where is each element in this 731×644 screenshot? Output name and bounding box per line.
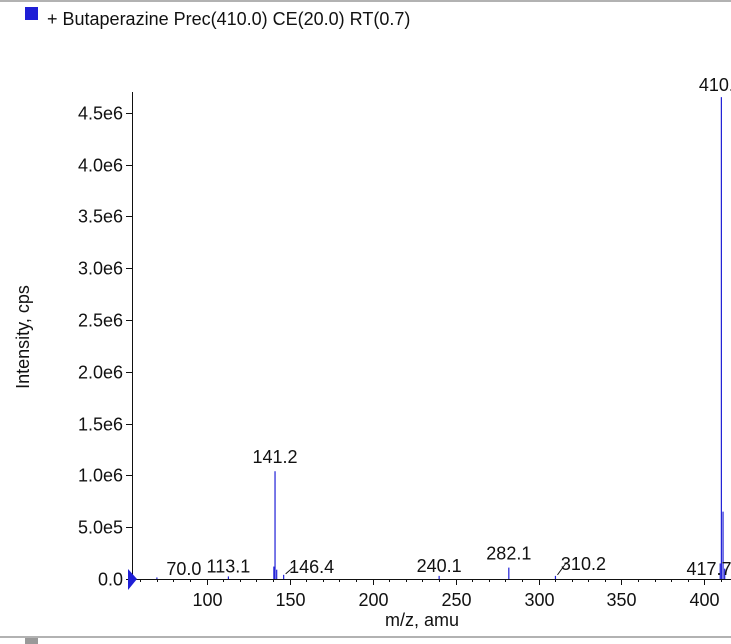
x-tick-label: 250 (441, 590, 471, 610)
plot-area: 0.0 5.0e5 1.0e6 1.5e6 2.0e6 2.5e6 3.0e6 3.5e6 4.… (78, 104, 722, 610)
chart-title: + Butaperazine Prec(410.0) CE(20.0) RT(0… (47, 9, 410, 29)
y-tick-label: 2.5e6 (78, 311, 123, 331)
bottom-legend-marker[interactable] (25, 638, 38, 644)
y-tick-label: 1.0e6 (78, 466, 123, 486)
peak-label: 417.7 (686, 559, 731, 579)
x-axis-label: m/z, amu (385, 610, 459, 630)
peak-label: 240.1 (417, 556, 462, 576)
peak-label: 410.2 (699, 75, 731, 95)
y-tick-label: 1.5e6 (78, 415, 123, 435)
y-tick-label: 4.5e6 (78, 104, 123, 124)
y-axis-marker-triangle[interactable] (128, 569, 137, 590)
y-tick-label: 4.0e6 (78, 156, 123, 176)
y-tick-label: 5.0e5 (78, 518, 123, 538)
peak-label: 146.4 (289, 557, 334, 577)
y-tick-label: 0.0 (98, 570, 123, 590)
y-tick-label: 2.0e6 (78, 363, 123, 383)
y-tick-label: 3.0e6 (78, 259, 123, 279)
peak-label: 141.2 (253, 447, 298, 467)
y-tick-label: 3.5e6 (78, 207, 123, 227)
peaks-layer (156, 97, 726, 579)
x-tick-label: 150 (275, 590, 305, 610)
x-tick-label: 200 (358, 590, 388, 610)
x-tick-label: 350 (606, 590, 636, 610)
peak-labels-layer: 70.0 113.1 141.2 146.4 240.1 282.1 310.2 410.2 4… (166, 75, 731, 579)
x-tick-label: 300 (524, 590, 554, 610)
peak-label: 282.1 (486, 544, 531, 564)
peak-label: 310.2 (561, 554, 606, 574)
peak-label-leader (285, 566, 294, 575)
legend-marker[interactable] (25, 7, 38, 20)
x-tick-label: 400 (689, 590, 719, 610)
y-axis-label: Intensity, cps (13, 285, 33, 389)
peak-label: 70.0 (166, 559, 201, 579)
peak-label: 113.1 (207, 556, 251, 576)
peak-label-leader (557, 563, 566, 576)
x-tick-label: 100 (192, 590, 222, 610)
